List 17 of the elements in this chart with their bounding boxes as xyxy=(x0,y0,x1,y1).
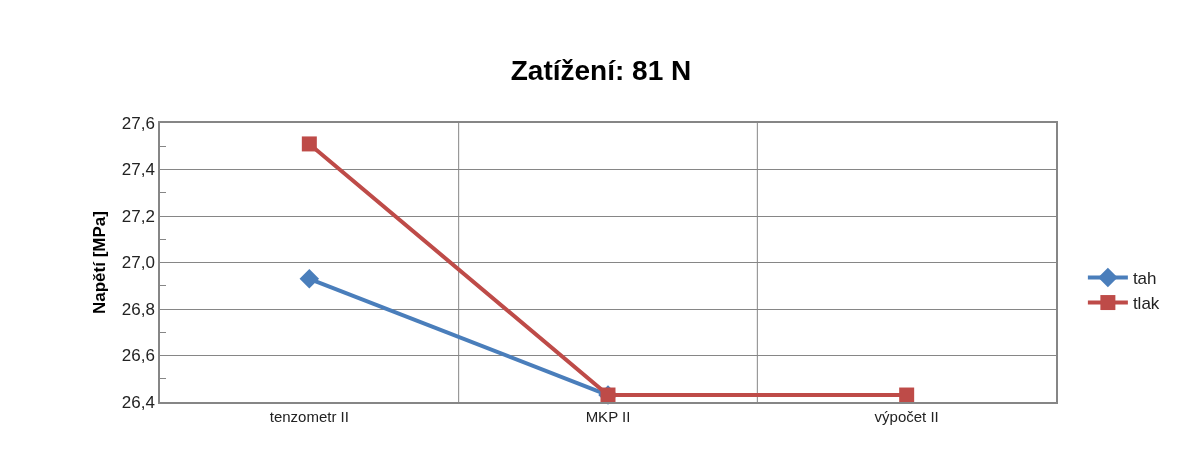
point xyxy=(301,136,317,152)
y-tick-label: 27,6 xyxy=(121,113,155,133)
y-tick-label: 26,6 xyxy=(121,346,155,366)
x-tick-label: výpočet II xyxy=(874,407,939,425)
y-axis-title: Napětí [MPa] xyxy=(89,211,109,314)
legend-label: tlak xyxy=(1132,294,1160,314)
point xyxy=(299,269,320,289)
point xyxy=(899,387,915,403)
y-tick-label: 27,4 xyxy=(121,160,155,180)
x-tick-label: MKP II xyxy=(585,407,631,425)
chart-title: Zatížení: 81 N xyxy=(510,54,692,86)
y-tick-label: 26,4 xyxy=(121,392,155,412)
y-tick-label: 27,0 xyxy=(121,253,155,273)
legend-label: tah xyxy=(1132,269,1157,289)
y-tick-label: 26,8 xyxy=(121,299,155,319)
y-tick-label: 27,2 xyxy=(121,206,155,226)
x-tick-label: tenzometr II xyxy=(269,407,349,425)
